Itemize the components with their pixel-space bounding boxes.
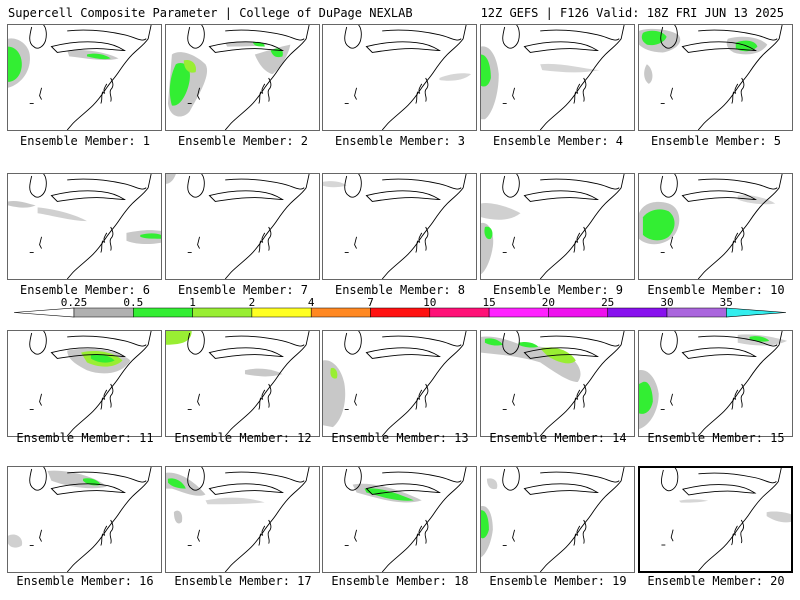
ensemble-member-label: Ensemble Member: 15 <box>647 431 785 445</box>
ensemble-member-label: Ensemble Member: 10 <box>647 283 785 297</box>
ensemble-map-panel <box>480 173 635 280</box>
ensemble-member-label: Ensemble Member: 20 <box>647 574 785 588</box>
map-shading <box>344 467 467 572</box>
map-shading <box>660 468 791 571</box>
colorbar-tick-label: 0.5 <box>123 296 143 309</box>
ensemble-map-panel <box>322 173 477 280</box>
ensemble-map-panel <box>7 466 162 573</box>
ensemble-map-panel <box>638 330 793 437</box>
colorbar-tick-label: 25 <box>601 296 614 309</box>
colorbar-segment <box>73 307 134 318</box>
map-shading <box>166 174 310 279</box>
ensemble-member-label: Ensemble Member: 16 <box>16 574 154 588</box>
ensemble-member-label: Ensemble Member: 4 <box>492 134 624 148</box>
colorbar-tick-label: 10 <box>423 296 436 309</box>
colorbar-segment <box>548 307 608 318</box>
colorbar-segment <box>429 307 490 318</box>
map-shading <box>8 467 152 572</box>
colorbar-segment <box>133 307 193 318</box>
ensemble-map-panel <box>165 330 320 437</box>
ensemble-map-panel <box>7 330 162 437</box>
ensemble-member-label: Ensemble Member: 6 <box>19 283 151 297</box>
ensemble-member-label: Ensemble Member: 8 <box>334 283 466 297</box>
colorbar-segment <box>488 307 549 318</box>
ensemble-map-panel <box>165 173 320 280</box>
valid-time: 12Z GEFS | F126 Valid: 18Z FRI JUN 13 20… <box>480 6 784 20</box>
map-shading <box>323 331 467 436</box>
colorbar-segment <box>251 307 312 318</box>
ensemble-map-panel <box>480 330 635 437</box>
map-shading <box>167 25 310 130</box>
map-title: Supercell Composite Parameter | College … <box>8 6 413 20</box>
colorbar-tick-label: 1 <box>189 296 196 309</box>
ensemble-map-panel <box>165 466 320 573</box>
map-shading <box>323 174 467 279</box>
colorbar-tick-label: 20 <box>542 296 555 309</box>
ensemble-member-label: Ensemble Member: 17 <box>174 574 312 588</box>
map-shading <box>166 331 310 436</box>
map-shading <box>481 331 625 436</box>
ensemble-map-panel <box>638 173 793 280</box>
map-shading <box>639 174 783 279</box>
colorbar-segment <box>666 307 727 318</box>
ensemble-member-label: Ensemble Member: 3 <box>334 134 466 148</box>
colorbar-right-arrow <box>726 307 787 318</box>
map-shading <box>481 174 625 279</box>
colorbar-segment <box>607 307 668 318</box>
ensemble-map-panel <box>7 24 162 131</box>
ensemble-map-panel <box>638 24 793 131</box>
ensemble-member-label: Ensemble Member: 11 <box>16 431 154 445</box>
ensemble-member-label: Ensemble Member: 2 <box>177 134 309 148</box>
map-shading <box>481 467 625 572</box>
colorbar-tick-label: 7 <box>367 296 374 309</box>
color-scale-bar: 0.25 0.5 1 2 4 7 10 15 20 25 30 35 <box>13 296 787 318</box>
ensemble-member-label: Ensemble Member: 14 <box>489 431 627 445</box>
ensemble-map-panel <box>322 330 477 437</box>
colorbar-tick-label: 35 <box>720 296 733 309</box>
colorbar-tick-label: 0.25 <box>61 296 88 309</box>
colorbar-tick-label: 15 <box>482 296 495 309</box>
colorbar-segment <box>310 307 371 318</box>
map-shading <box>8 174 161 279</box>
colorbar-tick-label: 30 <box>660 296 673 309</box>
ensemble-map-panel <box>165 24 320 131</box>
map-shading <box>166 467 310 572</box>
ensemble-member-label: Ensemble Member: 13 <box>331 431 469 445</box>
ensemble-map-panel <box>638 466 793 573</box>
colorbar-segment <box>192 307 253 318</box>
colorbar-tick-label: 2 <box>249 296 256 309</box>
ensemble-map-panel <box>480 466 635 573</box>
map-shading <box>639 331 788 436</box>
ensemble-member-label: Ensemble Member: 12 <box>174 431 312 445</box>
ensemble-member-label: Ensemble Member: 18 <box>331 574 469 588</box>
ensemble-member-label: Ensemble Member: 1 <box>19 134 151 148</box>
map-shading <box>481 25 625 130</box>
colorbar-tick-label: 4 <box>308 296 315 309</box>
ensemble-map-panel <box>322 466 477 573</box>
ensemble-map-panel <box>7 173 162 280</box>
colorbar-left-arrow <box>13 307 75 318</box>
ensemble-member-label: Ensemble Member: 9 <box>492 283 624 297</box>
ensemble-member-label: Ensemble Member: 19 <box>489 574 627 588</box>
map-shading <box>29 331 152 436</box>
ensemble-map-panel <box>322 24 477 131</box>
map-shading <box>344 25 472 130</box>
map-shading <box>8 25 152 130</box>
colorbar-segment <box>370 307 431 318</box>
ensemble-map-panel <box>480 24 635 131</box>
map-shading <box>639 25 783 130</box>
ensemble-member-label: Ensemble Member: 7 <box>177 283 309 297</box>
ensemble-member-label: Ensemble Member: 5 <box>650 134 782 148</box>
